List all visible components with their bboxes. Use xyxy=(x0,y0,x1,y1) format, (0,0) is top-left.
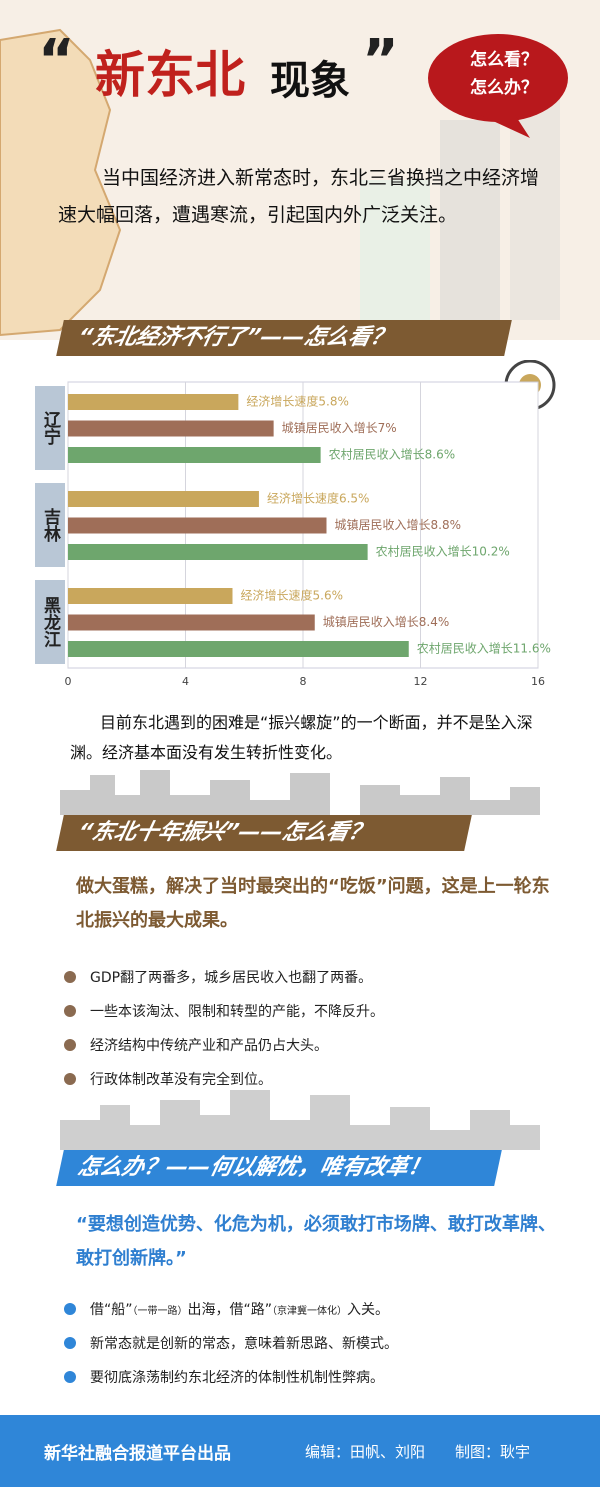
bubble xyxy=(428,34,568,138)
skyline xyxy=(60,770,540,815)
value-label: 城镇居民收入增长8.4% xyxy=(323,615,450,629)
bullet-part: 入关。 xyxy=(347,1302,390,1318)
value-label: 经济增长速度5.8% xyxy=(246,394,349,409)
bullet: 借“船”（一带一路）出海，借“路”（京津冀一体化）入关。 xyxy=(90,1299,389,1319)
bar xyxy=(68,491,259,507)
value-label: 农村居民收入增长10.2% xyxy=(376,545,510,559)
bullet-dot xyxy=(64,1073,76,1085)
value-label: 城镇居民收入增长7% xyxy=(282,421,397,435)
value-label: 农村居民收入增长8.6% xyxy=(329,448,456,462)
bullet-note: （京津冀一体化） xyxy=(272,1306,348,1317)
section1-text: 目前东北遇到的困难是“振兴螺旋”的一个断面，并不是坠入深渊。经济基本面没有发生转… xyxy=(70,713,533,762)
bullet-note: （一带一路） xyxy=(132,1306,188,1317)
banner: 怎么办？——何以解忧，唯有改革！ xyxy=(56,1150,502,1186)
bullet-dot xyxy=(64,1005,76,1017)
intro: 当中国经济进入新常态时，东北三省换挡之中经济增速大幅回落，遭遇寒流，引起国内外广… xyxy=(58,167,540,226)
x-tick-label: 12 xyxy=(414,675,428,688)
bullet: 新常态就是创新的常态，意味着新思路、新模式。 xyxy=(90,1336,398,1352)
banner: “东北经济不行了”——怎么看？ xyxy=(56,320,512,356)
quote-open: “ xyxy=(38,28,75,93)
bar xyxy=(68,544,368,560)
editor: 编辑：田帆、刘阳 xyxy=(305,1443,426,1461)
bullet-dot xyxy=(64,1039,76,1051)
bar xyxy=(68,641,409,657)
bar xyxy=(68,420,274,437)
designer: 制图：耿宇 xyxy=(455,1443,531,1461)
value-label: 经济增长速度6.5% xyxy=(267,491,370,506)
bullet-dot xyxy=(64,1371,76,1383)
value-label: 经济增长速度5.6% xyxy=(241,588,344,603)
x-tick-label: 0 xyxy=(65,675,72,688)
bar xyxy=(68,447,321,463)
quote-close: ” xyxy=(362,28,399,93)
bubble-line: 怎么办？ xyxy=(470,78,538,98)
bullet: 一些本该淘汰、限制和转型的产能，不降反升。 xyxy=(90,1004,384,1020)
category-label: 吉林 xyxy=(40,508,61,543)
bullet-dot xyxy=(64,971,76,983)
banner: “东北十年振兴”——怎么看？ xyxy=(56,815,472,851)
skyline xyxy=(60,1090,540,1150)
bullet-dot xyxy=(64,1337,76,1349)
category-box xyxy=(35,580,65,664)
producer: 新华社融合报道平台出品 xyxy=(44,1444,231,1464)
title-main: 新东北 xyxy=(95,45,245,104)
category-box xyxy=(35,483,65,567)
value-label: 农村居民收入增长11.6% xyxy=(417,642,551,656)
bar xyxy=(68,517,327,534)
bar xyxy=(68,394,239,410)
section2-lead: 做大蛋糕，解决了当时最突出的“吃饭”问题，这是上一轮东北振兴的最大成果。 xyxy=(76,876,550,931)
bullet-dot xyxy=(64,1303,76,1315)
footer: 新华社融合报道平台出品 编辑：田帆、刘阳 制图：耿宇 xyxy=(0,1415,600,1487)
x-tick-label: 4 xyxy=(182,675,189,688)
bar xyxy=(68,588,233,604)
bubble-text: 怎么看？ 怎么办？ xyxy=(470,46,538,102)
bullet-part: 出海，借“路” xyxy=(187,1302,273,1318)
chart: 0 4 8 12 16 辽宁 经济增长速度5.8% 城镇居民收入增长7% 农村居民收入增长8.6… xyxy=(35,360,556,688)
title-tail: 现象 xyxy=(270,58,350,104)
bubble-line: 怎么看？ xyxy=(470,50,538,70)
bullet-part: 借“船” xyxy=(90,1302,133,1318)
category-label: 黑龙江 xyxy=(40,596,62,647)
bar xyxy=(68,614,315,631)
bullet: GDP翻了两番多，城乡居民收入也翻了两番。 xyxy=(90,970,373,986)
x-tick-label: 8 xyxy=(300,675,307,688)
bullet: 经济结构中传统产业和产品仍占大头。 xyxy=(90,1038,328,1054)
x-tick-label: 16 xyxy=(531,675,545,688)
category-box xyxy=(35,386,65,470)
section3-quote: “要想创造优势、化危为机，必须敢打市场牌、敢打改革牌、敢打创新牌。” xyxy=(76,1214,556,1269)
bullet: 行政体制改革没有完全到位。 xyxy=(90,1072,272,1088)
bullet: 要彻底涤荡制约东北经济的体制性机制性弊病。 xyxy=(90,1370,384,1386)
value-label: 城镇居民收入增长8.8% xyxy=(335,518,462,532)
category-label: 辽宁 xyxy=(40,411,61,445)
